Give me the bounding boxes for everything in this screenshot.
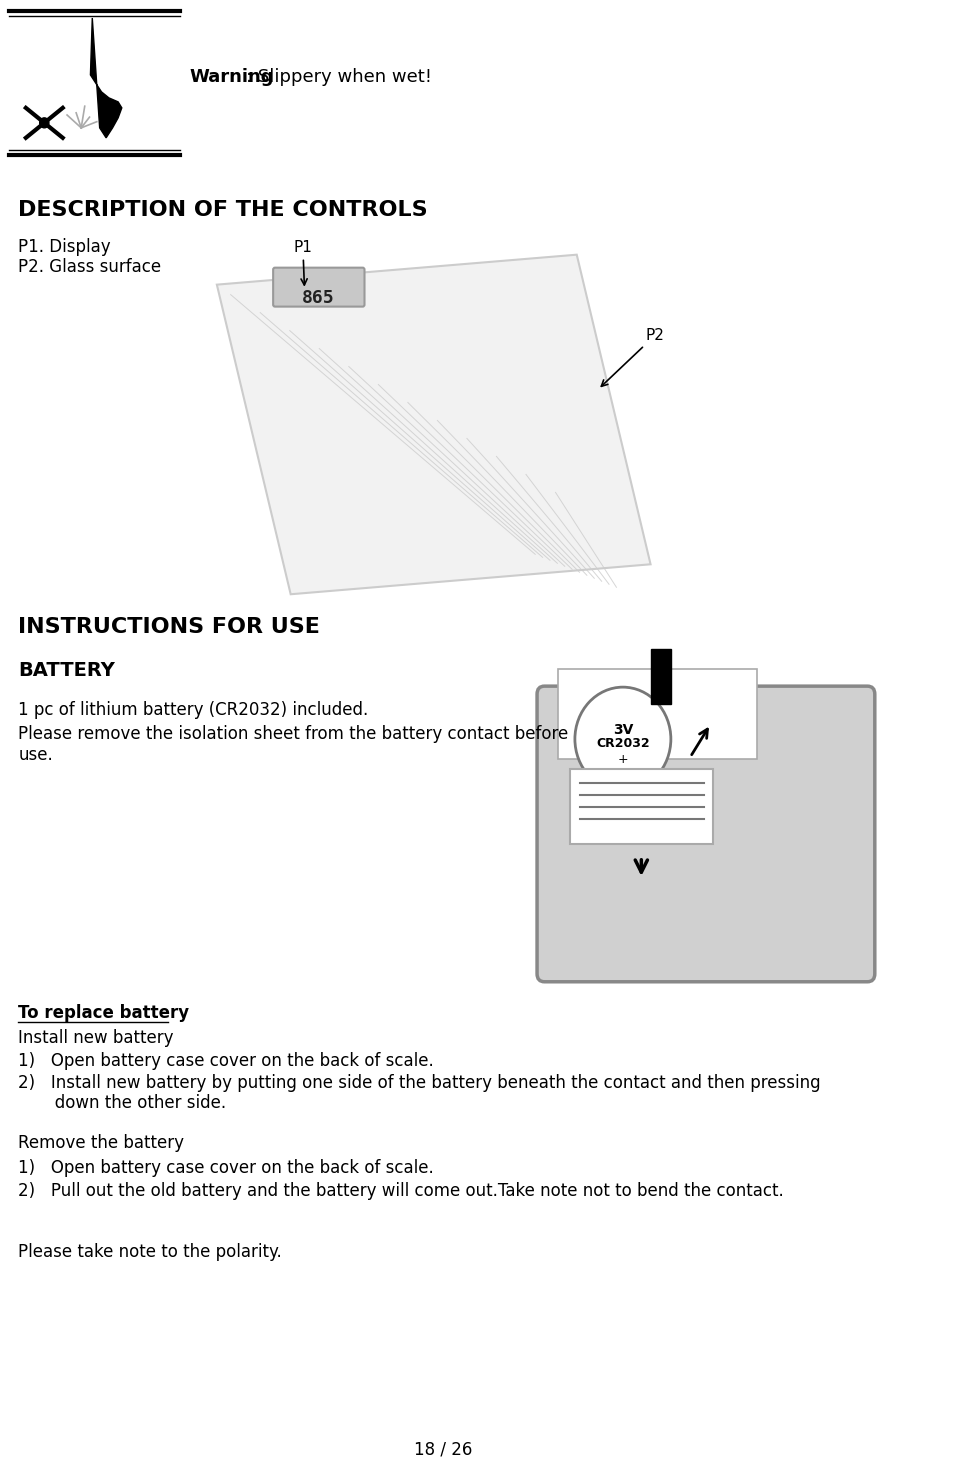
Text: P1: P1: [294, 240, 312, 285]
Text: P2: P2: [601, 328, 665, 386]
Text: P1. Display: P1. Display: [18, 237, 111, 256]
FancyBboxPatch shape: [274, 268, 365, 307]
Text: DESCRIPTION OF THE CONTROLS: DESCRIPTION OF THE CONTROLS: [18, 200, 428, 219]
Bar: [651, 650, 671, 704]
Text: Warning: Warning: [189, 67, 274, 86]
Text: Install new battery: Install new battery: [18, 1028, 174, 1046]
Text: CR2032: CR2032: [596, 737, 650, 751]
Bar: [559, 669, 756, 759]
Polygon shape: [90, 18, 122, 138]
Text: 2)   Install new battery by putting one side of the battery beneath the contact : 2) Install new battery by putting one si…: [18, 1074, 821, 1112]
Circle shape: [39, 119, 49, 127]
Text: 2)   Pull out the old battery and the battery will come out.Take note not to ben: 2) Pull out the old battery and the batt…: [18, 1182, 784, 1200]
Text: 1)   Open battery case cover on the back of scale.: 1) Open battery case cover on the back o…: [18, 1159, 434, 1176]
Polygon shape: [217, 255, 651, 594]
Text: 1 pc of lithium battery (CR2032) included.: 1 pc of lithium battery (CR2032) include…: [18, 701, 369, 720]
Text: To replace battery: To replace battery: [18, 1004, 189, 1021]
FancyBboxPatch shape: [537, 686, 875, 982]
Text: 3V: 3V: [612, 723, 633, 737]
Text: Remove the battery: Remove the battery: [18, 1134, 184, 1151]
Text: Please remove the isolation sheet from the battery contact before
use.: Please remove the isolation sheet from t…: [18, 726, 568, 764]
Bar: [570, 770, 713, 844]
Circle shape: [575, 688, 671, 791]
Text: P2. Glass surface: P2. Glass surface: [18, 257, 161, 275]
Text: 1)   Open battery case cover on the back of scale.: 1) Open battery case cover on the back o…: [18, 1052, 434, 1069]
Text: BATTERY: BATTERY: [18, 661, 115, 680]
Text: +: +: [617, 753, 628, 767]
Text: : Slippery when wet!: : Slippery when wet!: [247, 67, 432, 86]
Text: INSTRUCTIONS FOR USE: INSTRUCTIONS FOR USE: [18, 617, 321, 638]
Text: Please take note to the polarity.: Please take note to the polarity.: [18, 1244, 282, 1261]
Text: 18 / 26: 18 / 26: [414, 1440, 472, 1459]
Text: 865: 865: [302, 288, 335, 307]
